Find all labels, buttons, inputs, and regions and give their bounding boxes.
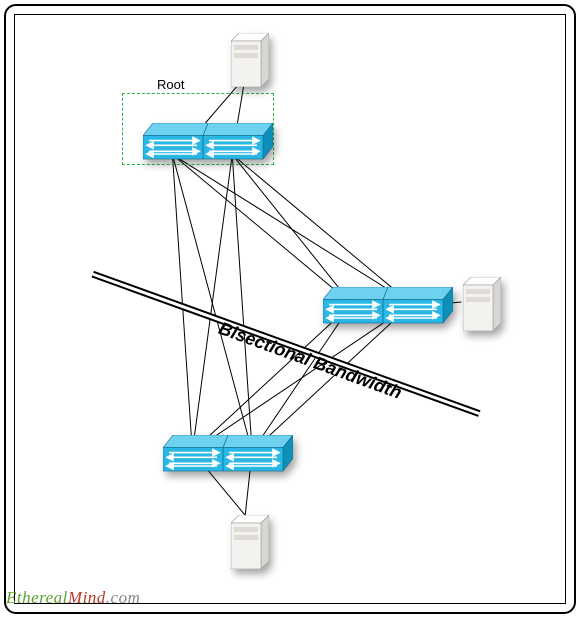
watermark-ether: Ethereal — [6, 588, 68, 607]
watermark-dotcom: .com — [106, 588, 141, 607]
switch-top — [143, 123, 273, 174]
watermark-mind: Mind — [68, 588, 106, 607]
switch-bottom — [163, 435, 293, 486]
watermark: EtherealMind.com — [6, 588, 140, 608]
root-label: Root — [157, 77, 184, 92]
server-bottom — [231, 515, 269, 574]
server-top — [231, 33, 269, 92]
server-right — [463, 277, 501, 336]
inner-frame: Root — [14, 14, 566, 604]
switch-right — [323, 287, 453, 338]
diagram-canvas: Root — [15, 15, 565, 603]
